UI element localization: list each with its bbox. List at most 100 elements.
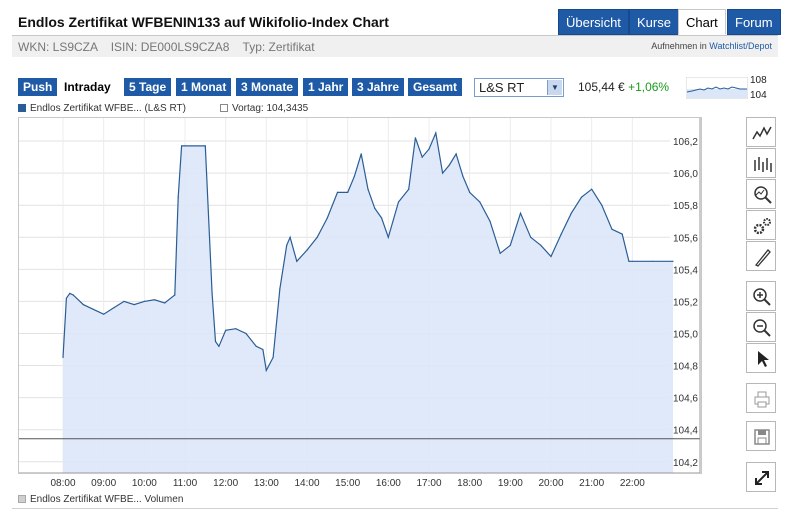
data-point [591,188,593,190]
data-point [455,153,457,155]
data-point [184,145,186,147]
data-point [204,145,206,147]
data-point [530,236,532,238]
data-point [448,164,450,166]
data-point [387,236,389,238]
data-point [550,255,552,258]
x-tick-label: 08:00 [50,478,75,489]
draw-tool[interactable] [746,241,776,271]
draw-pen-icon [754,249,771,267]
print-tool[interactable] [746,383,776,413]
x-tick-label: 20:00 [538,478,563,489]
y-tick-label: 106,2 [673,137,698,148]
data-point [69,292,71,294]
data-point [652,260,654,262]
data-point [499,252,501,254]
y-tick-label: 105,2 [673,297,698,308]
mini-chart[interactable] [686,77,748,99]
series-area [63,133,673,473]
data-point [580,196,583,198]
data-point [353,175,355,177]
x-tick-label: 13:00 [254,478,279,489]
compare-tool[interactable] [746,179,776,209]
x-tick-label: 16:00 [376,478,401,489]
save-tool[interactable] [746,421,776,451]
watchlist-add[interactable]: Aufnehmen in Watchlist/Depot [651,41,772,51]
chevron-down-icon[interactable]: ▼ [547,80,562,95]
range-intraday-button[interactable]: Intraday [59,78,116,96]
settings-tool[interactable] [746,210,776,240]
save-icon [754,429,770,445]
data-point [631,260,633,262]
data-point [181,145,183,147]
data-point [289,236,291,238]
data-point [628,260,630,262]
line-chart-tool[interactable] [746,117,776,147]
legend-previous[interactable]: Vortag: 104,3435 [220,103,308,114]
tab-kurse[interactable]: Kurse [629,9,679,35]
zoom-out-tool[interactable] [746,312,776,342]
legend-series[interactable]: Endlos Zertifikat WFBE... (L&S RT) [18,103,186,114]
price-chart[interactable]: 104,2 104,4 104,6 104,8 105,0 105,2 105,4 105,6… [18,117,702,492]
x-tick-label: 21:00 [579,478,604,489]
data-point [611,228,613,230]
pointer-icon [758,351,769,367]
mini-chart-low: 104 [750,90,767,101]
data-point [462,175,464,177]
y-tick-label: 105,4 [673,265,698,276]
data-point [255,345,257,347]
y-tick-label: 105,8 [673,201,698,212]
zoom-in-tool[interactable] [746,281,776,311]
data-point [92,308,95,310]
x-tick-label: 11:00 [173,478,198,489]
y-tick-label: 104,6 [673,394,698,405]
y-tick-label: 104,4 [673,426,698,437]
data-point [123,300,125,302]
ohlc-chart-tool[interactable] [746,148,776,178]
zoom-in-icon [753,288,771,306]
page-title: Endlos Zertifikat WFBENIN133 auf Wikifol… [18,14,389,30]
range-gesamt-button[interactable]: Gesamt [408,78,463,96]
series-swatch [18,104,26,112]
data-point [435,132,437,134]
fullscreen-tool[interactable] [746,462,776,492]
data-point [367,188,369,190]
compare-icon [754,186,772,204]
data-point [374,207,376,209]
volume-legend[interactable]: Endlos Zertifikat WFBE... Volumen [18,494,183,505]
security-id-bar: WKN: LS9CZA ISIN: DE000LS9CZA8 Typ: Zert… [12,35,778,57]
data-point [245,332,247,335]
data-point [408,188,410,190]
data-point [82,304,84,306]
range-push-button[interactable]: Push [18,78,58,96]
watchlist-link[interactable]: Watchlist/Depot [709,41,772,51]
watchlist-prefix: Aufnehmen in [651,41,707,51]
x-tick-label: 22:00 [620,478,645,489]
tab-forum[interactable]: Forum [727,9,781,35]
data-point [601,204,603,206]
data-point [235,328,237,330]
data-point [519,212,522,214]
data-point [489,220,491,222]
range-5tage-button[interactable]: 5 Tage [124,78,172,96]
range-1jahr-button[interactable]: 1 Jahr [303,78,349,96]
pointer-tool[interactable] [746,343,776,373]
range-1monat-button[interactable]: 1 Monat [176,78,232,96]
data-point [316,236,318,238]
data-point [177,196,179,198]
x-tick-label: 19:00 [498,478,523,489]
tab-uebersicht[interactable]: Übersicht [558,9,629,35]
data-point [272,356,274,359]
data-point [442,172,444,174]
range-3jahre-button[interactable]: 3 Jahre [352,78,405,96]
tab-chart[interactable]: Chart [678,9,726,35]
exchange-select[interactable]: L&S RT ▼ [474,78,564,97]
data-point [428,148,430,150]
data-point [540,244,542,246]
x-tick-label: 15:00 [335,478,360,489]
data-point [113,307,115,309]
range-3monate-button[interactable]: 3 Monate [236,78,299,96]
data-point [218,345,220,347]
data-point [381,217,383,219]
data-point [225,329,227,331]
